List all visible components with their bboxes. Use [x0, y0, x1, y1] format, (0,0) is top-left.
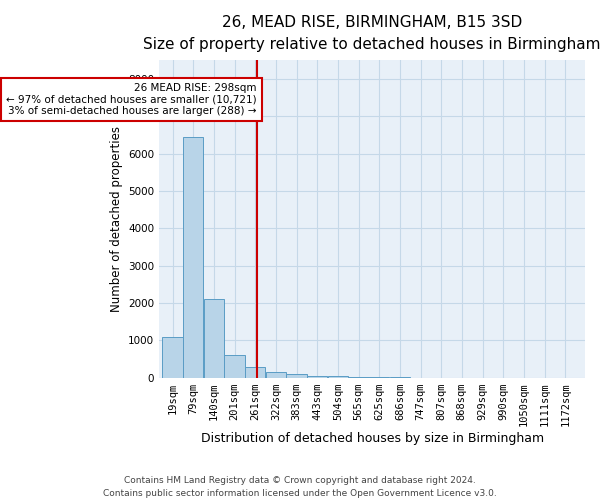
- Bar: [203, 300, 224, 378]
- Bar: [307, 376, 328, 378]
- Bar: [328, 376, 348, 378]
- Bar: [286, 374, 307, 378]
- Bar: [183, 137, 203, 378]
- Bar: [349, 377, 369, 378]
- Bar: [369, 377, 389, 378]
- Text: 26 MEAD RISE: 298sqm
← 97% of detached houses are smaller (10,721)
3% of semi-de: 26 MEAD RISE: 298sqm ← 97% of detached h…: [6, 82, 257, 116]
- Bar: [245, 367, 265, 378]
- Bar: [266, 372, 286, 378]
- Bar: [163, 336, 183, 378]
- Y-axis label: Number of detached properties: Number of detached properties: [110, 126, 122, 312]
- X-axis label: Distribution of detached houses by size in Birmingham: Distribution of detached houses by size …: [200, 432, 544, 445]
- Title: 26, MEAD RISE, BIRMINGHAM, B15 3SD
Size of property relative to detached houses : 26, MEAD RISE, BIRMINGHAM, B15 3SD Size …: [143, 15, 600, 52]
- Text: Contains HM Land Registry data © Crown copyright and database right 2024.
Contai: Contains HM Land Registry data © Crown c…: [103, 476, 497, 498]
- Bar: [224, 356, 245, 378]
